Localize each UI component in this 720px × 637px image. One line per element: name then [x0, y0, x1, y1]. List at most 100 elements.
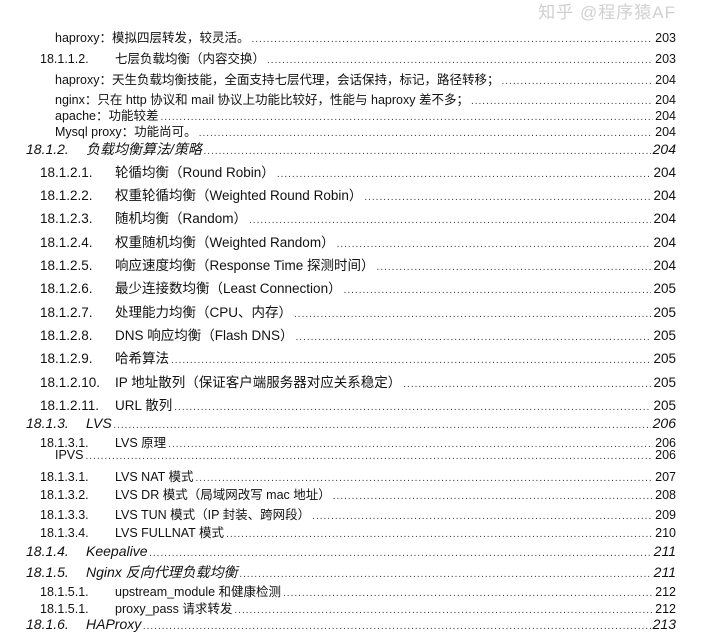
dot-leader [501, 73, 653, 87]
toc-entry[interactable]: 18.1.2.2. 权重轮循均衡（Weighted Round Robin） 204 [0, 184, 676, 204]
dot-leader [226, 526, 653, 540]
toc-title: LVS [86, 415, 112, 431]
toc-page-number: 205 [653, 281, 676, 296]
toc-number: 18.1.1.2. [40, 52, 89, 66]
toc-page-number: 204 [653, 211, 676, 226]
toc-title: 七层负载均衡（内容交换） [115, 52, 266, 66]
toc-title: haproxy：天生负载均衡技能，全面支持七层代理，会话保持，标记，路径转移； [55, 73, 500, 87]
dot-leader [337, 235, 652, 250]
toc-entry[interactable]: 18.1.3.4. LVS FULLNAT 模式 210 [0, 522, 676, 541]
toc-title: LVS NAT 模式 [115, 470, 194, 484]
toc-page-number: 204 [653, 235, 676, 250]
toc-number: 18.1.2.4. [40, 235, 93, 250]
toc-entry[interactable]: 18.1.2.1. 轮循均衡（Round Robin） 204 [0, 161, 676, 181]
toc-entry[interactable]: haproxy：天生负载均衡技能，全面支持七层代理，会话保持，标记，路径转移； 2… [0, 69, 676, 88]
toc-entry[interactable]: 18.1.2.10. IP 地址散列（保证客户端服务器对应关系稳定） 205 [0, 371, 676, 391]
toc-number: 18.1.3.1. [40, 470, 89, 484]
toc-number: 18.1.4. [26, 543, 69, 559]
toc-entry[interactable]: IPVS 206 [0, 448, 676, 462]
toc-title: haproxy：模拟四层转发，较灵活。 [55, 31, 250, 45]
dot-leader [294, 305, 651, 320]
toc-title: 最少连接数均衡（Least Connection） [115, 281, 342, 296]
toc-page-number: 211 [653, 543, 676, 559]
toc-entry[interactable]: 18.1.2.11. URL 散列 205 [0, 394, 676, 414]
toc-entry[interactable]: 18.1.3.1. LVS 原理 206 [0, 432, 676, 451]
toc-number: 18.1.5.1. [40, 602, 89, 616]
toc-number: 18.1.2.5. [40, 258, 93, 273]
toc-entry[interactable]: 18.1.4. Keepalive 211 [0, 543, 676, 559]
toc-title: Nginx 反向代理负载均衡 [86, 564, 238, 580]
toc-entry[interactable]: 18.1.6. HAProxy 213 [0, 616, 676, 632]
toc-entry[interactable]: 18.1.3.1. LVS NAT 模式 207 [0, 466, 676, 485]
toc-entry[interactable]: 18.1.2.5. 响应速度均衡（Response Time 探测时间） 204 [0, 254, 676, 274]
toc-entry[interactable]: 18.1.2.4. 权重随机均衡（Weighted Random） 204 [0, 231, 676, 251]
toc-title: 随机均衡（Random） [115, 211, 248, 226]
dot-leader [174, 398, 651, 413]
toc-title: LVS 原理 [115, 436, 167, 450]
toc-title: Keepalive [86, 543, 148, 559]
toc-page-number: 204 [655, 125, 676, 139]
toc-page-number: 203 [655, 52, 676, 66]
toc-entry[interactable]: 18.1.5.1. upstream_module 和健康检测 212 [0, 581, 676, 600]
dot-leader [312, 508, 653, 522]
toc-entry[interactable]: 18.1.3. LVS 206 [0, 415, 676, 431]
toc-title: LVS TUN 模式（IP 封装、跨网段） [115, 508, 311, 522]
toc-page-number: 207 [655, 470, 676, 484]
toc-number: 18.1.3.2. [40, 488, 89, 502]
toc-entry[interactable]: nginx：只在 http 协议和 mail 协议上功能比较好，性能与 hapr… [0, 89, 676, 108]
toc-page-number: 209 [655, 508, 676, 522]
dot-leader [196, 470, 654, 484]
toc-page-number: 204 [652, 141, 676, 157]
toc-number: 18.1.2.9. [40, 351, 93, 366]
dot-leader [283, 585, 653, 599]
toc-number: 18.1.2.11. [40, 398, 100, 413]
toc-page-number: 205 [653, 351, 676, 366]
dot-leader [234, 602, 653, 616]
toc-number: 18.1.2.2. [40, 188, 93, 203]
toc-title: 权重随机均衡（Weighted Random） [115, 235, 335, 250]
toc-page-number: 205 [653, 305, 676, 320]
dot-leader [150, 543, 652, 559]
toc-page-number: 206 [652, 415, 676, 431]
dot-leader [333, 488, 653, 502]
toc-title: 处理能力均衡（CPU、内存） [115, 305, 293, 320]
toc-entry[interactable]: 18.1.5.1. proxy_pass 请求转发 212 [0, 598, 676, 617]
toc-number: 18.1.3.4. [40, 526, 89, 540]
dot-leader [296, 328, 652, 343]
toc-entry[interactable]: 18.1.2.7. 处理能力均衡（CPU、内存） 205 [0, 301, 676, 321]
toc-page-number: 204 [655, 73, 676, 87]
toc-title: IPVS [55, 448, 84, 462]
toc-title: LVS DR 模式（局域网改写 mac 地址） [115, 488, 331, 502]
toc-entry[interactable]: 18.1.2.3. 随机均衡（Random） 204 [0, 207, 676, 227]
dot-leader [199, 125, 653, 139]
toc-entry[interactable]: 18.1.2.8. DNS 响应均衡（Flash DNS） 205 [0, 324, 676, 344]
toc-entry[interactable]: 18.1.2.6. 最少连接数均衡（Least Connection） 205 [0, 277, 676, 297]
toc-page-number: 206 [655, 448, 676, 462]
toc-entry[interactable]: 18.1.1.2. 七层负载均衡（内容交换） 203 [0, 48, 676, 67]
toc-entry[interactable]: 18.1.2.9. 哈希算法 205 [0, 347, 676, 367]
toc-title: upstream_module 和健康检测 [115, 585, 282, 599]
dot-leader [249, 211, 651, 226]
toc-entry[interactable]: apache：功能较差 204 [0, 105, 676, 124]
toc-entry[interactable]: 18.1.2. 负载均衡算法/策略 204 [0, 139, 676, 159]
toc-entry[interactable]: 18.1.3.2. LVS DR 模式（局域网改写 mac 地址） 208 [0, 484, 676, 503]
toc-number: 18.1.3.3. [40, 508, 89, 522]
toc-number: 18.1.2.6. [40, 281, 93, 296]
dot-leader [204, 141, 651, 157]
toc-number: 18.1.2. [26, 141, 69, 157]
toc-number: 18.1.2.3. [40, 211, 93, 226]
toc-page-number: 203 [655, 31, 676, 45]
dot-leader [251, 31, 653, 45]
toc-page-number: 204 [653, 165, 676, 180]
toc-number: 18.1.2.8. [40, 328, 93, 343]
toc-title: 负载均衡算法/策略 [86, 141, 202, 157]
dot-leader [171, 351, 651, 366]
dot-leader [143, 616, 650, 632]
toc-entry[interactable]: Mysql proxy：功能尚可。 204 [0, 121, 676, 140]
toc-entry[interactable]: 18.1.3.3. LVS TUN 模式（IP 封装、跨网段） 209 [0, 504, 676, 523]
toc-page-number: 212 [655, 585, 676, 599]
toc-number: 18.1.5. [26, 564, 69, 580]
toc-entry[interactable]: haproxy：模拟四层转发，较灵活。 203 [0, 27, 676, 46]
toc-entry[interactable]: 18.1.5. Nginx 反向代理负载均衡 211 [0, 562, 676, 582]
toc-page-number: 210 [655, 526, 676, 540]
